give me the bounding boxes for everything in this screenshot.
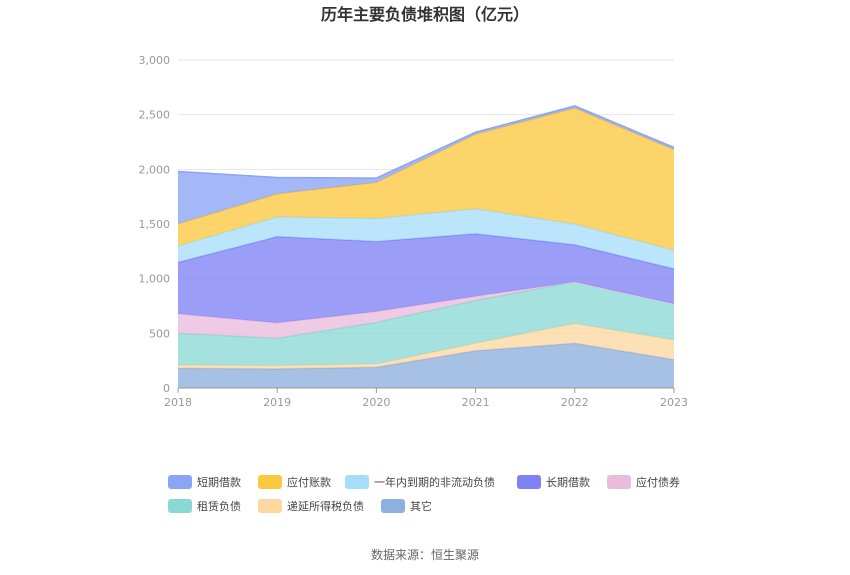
legend-label: 短期借款 bbox=[197, 475, 241, 489]
x-tick-label: 2018 bbox=[164, 396, 192, 409]
legend-swatch bbox=[168, 499, 192, 513]
x-tick-label: 2020 bbox=[362, 396, 390, 409]
y-tick-label: 2,500 bbox=[139, 109, 171, 122]
legend-swatch bbox=[345, 475, 369, 489]
legend-swatch bbox=[168, 475, 192, 489]
x-tick-label: 2023 bbox=[660, 396, 688, 409]
legend-swatch bbox=[517, 475, 541, 489]
y-tick-label: 0 bbox=[163, 382, 170, 395]
legend-label: 一年内到期的非流动负债 bbox=[374, 475, 495, 489]
legend-swatch bbox=[258, 475, 282, 489]
y-tick-label: 500 bbox=[149, 327, 170, 340]
y-tick-label: 2,000 bbox=[139, 163, 171, 176]
legend-item-短期借款[interactable]: 短期借款 bbox=[168, 475, 241, 489]
area-line-一年内到期的非流动负债 bbox=[177, 207, 675, 251]
data-source-note: 数据来源：恒生聚源 bbox=[371, 547, 479, 562]
legend-item-租赁负债[interactable]: 租赁负债 bbox=[168, 499, 241, 513]
area-series-其它 bbox=[178, 343, 674, 388]
x-tick-label: 2022 bbox=[561, 396, 589, 409]
legend-swatch bbox=[381, 499, 405, 513]
legend-label: 其它 bbox=[410, 499, 432, 513]
chart-title: 历年主要负债堆积图（亿元） bbox=[321, 5, 529, 24]
legend-label: 长期借款 bbox=[546, 475, 590, 489]
area-series-租赁负债 bbox=[178, 281, 674, 366]
y-tick-label: 1,500 bbox=[139, 218, 171, 231]
legend-item-长期借款[interactable]: 长期借款 bbox=[517, 475, 590, 489]
legend-label: 递延所得税负债 bbox=[287, 499, 364, 513]
y-tick-label: 3,000 bbox=[139, 54, 171, 67]
legend-label: 应付债券 bbox=[636, 475, 680, 489]
area-line-短期借款 bbox=[177, 105, 675, 179]
legend-item-一年内到期的非流动负债[interactable]: 一年内到期的非流动负债 bbox=[345, 475, 495, 489]
area-series-长期借款 bbox=[178, 233, 674, 323]
legend-item-应付账款[interactable]: 应付账款 bbox=[258, 475, 331, 489]
area-series-应付账款 bbox=[178, 108, 674, 251]
legend-swatch bbox=[607, 475, 631, 489]
x-tick-label: 2019 bbox=[263, 396, 291, 409]
area-series-应付债券 bbox=[178, 281, 674, 339]
legend-label: 租赁负债 bbox=[197, 499, 241, 513]
legend-swatch bbox=[258, 499, 282, 513]
x-tick-label: 2021 bbox=[462, 396, 490, 409]
y-tick-label: 1,000 bbox=[139, 273, 171, 286]
area-series-一年内到期的非流动负债 bbox=[178, 208, 674, 269]
legend-item-递延所得税负债[interactable]: 递延所得税负债 bbox=[258, 499, 364, 513]
legend-item-应付债券[interactable]: 应付债券 bbox=[607, 475, 680, 489]
legend-item-其它[interactable]: 其它 bbox=[381, 499, 432, 513]
area-layer bbox=[177, 105, 675, 388]
axis-layer: 0 500 1,000 1,500 2,000 2,500 3,000 2018 2019 202… bbox=[139, 54, 689, 409]
area-series-递延所得税负债 bbox=[178, 323, 674, 369]
legend-label: 应付账款 bbox=[287, 475, 331, 489]
